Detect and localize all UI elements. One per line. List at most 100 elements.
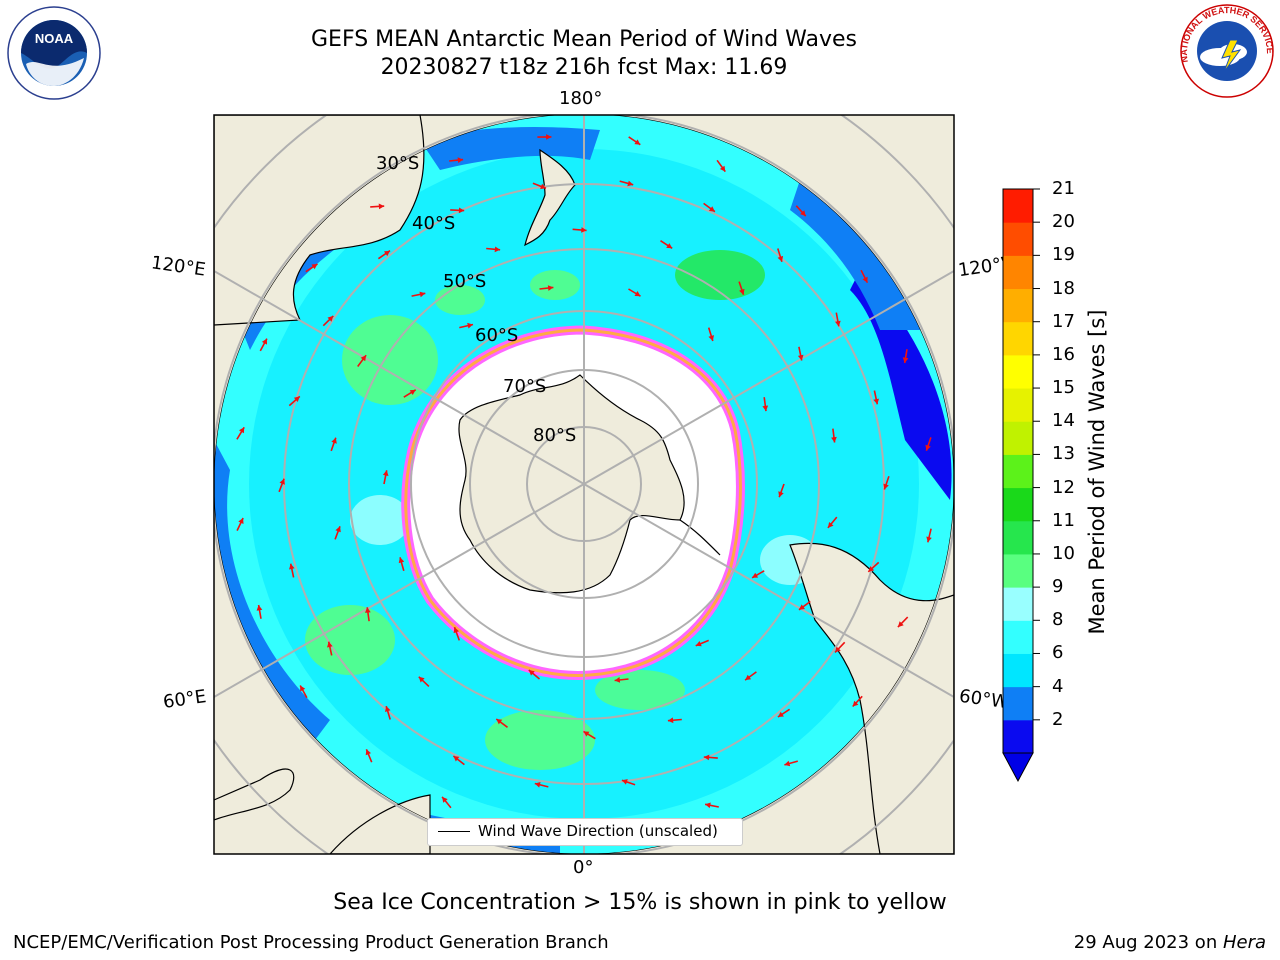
wind-wave-arrowhead — [547, 285, 554, 291]
wind-wave-arrowhead — [621, 779, 628, 785]
wave-period-patch — [530, 270, 580, 300]
chart-subtitle: 20230827 t18z 216h fcst Max: 11.69 — [380, 55, 788, 80]
colorbar-extend-arrow — [1002, 752, 1034, 783]
colorbar-tick-label: 9 — [1052, 576, 1064, 598]
colorbar-tick-label: 20 — [1052, 211, 1075, 233]
map-legend: Wind Wave Direction (unscaled) — [427, 818, 743, 846]
wind-wave-arrowhead — [778, 491, 784, 498]
wind-wave-arrowhead — [777, 255, 784, 262]
wind-wave-arrowhead — [540, 183, 546, 190]
colorbar-segment — [1003, 553, 1033, 588]
wind-wave-arrowhead — [534, 782, 541, 788]
wind-wave-arrowhead — [873, 398, 879, 405]
new-zealand-land — [524, 148, 576, 247]
wind-wave-arrowhead — [457, 157, 464, 163]
wind-wave-arrowhead — [705, 802, 711, 809]
wind-wave-arrowhead — [289, 563, 295, 570]
colorbar-tick-label: 15 — [1052, 377, 1075, 399]
lat-label: 60°S — [475, 325, 518, 346]
colorbar-tick-label: 14 — [1052, 410, 1075, 432]
colorbar-tick-label: 11 — [1052, 509, 1075, 531]
colorbar-tick-label: 4 — [1052, 675, 1064, 697]
wind-wave-arrowhead — [666, 243, 673, 249]
wind-wave-arrowhead — [385, 706, 391, 712]
wind-wave-arrowhead — [528, 670, 535, 676]
wave-period-patch — [350, 495, 410, 545]
wind-wave-arrowhead — [777, 711, 784, 717]
wind-wave-arrowhead — [581, 227, 587, 233]
wind-wave-arrowhead — [784, 760, 791, 767]
colorbar-segment — [1003, 686, 1033, 721]
colorbar-tick-label: 17 — [1052, 310, 1075, 332]
colorbar-segment — [1003, 321, 1033, 356]
colorbar-segment — [1003, 388, 1033, 422]
wind-wave-arrowhead — [378, 203, 385, 210]
wind-wave-arrowhead — [382, 470, 389, 476]
colorbar-tick-label: 8 — [1052, 609, 1064, 631]
wind-wave-arrowhead — [708, 335, 714, 341]
map-frame — [213, 114, 955, 855]
wind-wave-arrowhead — [835, 646, 841, 653]
wind-wave-arrowhead — [634, 291, 641, 297]
colorbar-tick-label: 6 — [1052, 642, 1064, 664]
footer-right: 29 Aug 2023 on Hera — [1074, 932, 1266, 953]
lon-label-180: 180° — [559, 88, 603, 109]
wind-wave-arrowhead — [883, 483, 889, 490]
colorbar-tick-label: 10 — [1052, 542, 1075, 564]
wind-wave-arrowhead — [897, 621, 904, 628]
wind-wave-arrowhead — [419, 291, 426, 298]
wind-wave-arrowhead — [293, 396, 300, 402]
wind-wave-arrowhead — [634, 139, 641, 145]
wind-wave-arrowhead — [365, 749, 371, 756]
wind-wave-arrowhead — [335, 526, 341, 533]
wave-period-patch — [675, 250, 765, 300]
colorbar-tick-label: 19 — [1052, 244, 1075, 266]
wind-wave-arrowhead — [238, 518, 244, 524]
wind-wave-arrowhead — [279, 478, 285, 485]
wind-wave-arrowhead — [827, 522, 834, 528]
wind-wave-arrowhead — [331, 437, 337, 444]
wind-wave-arrows — [236, 134, 932, 833]
africa-land — [214, 768, 295, 821]
colorbar-segment — [1003, 454, 1033, 489]
nws-logo: NATIONAL WEATHER SERVICE — [1179, 4, 1275, 98]
wind-wave-arrowhead — [703, 754, 710, 761]
wind-wave-arrowhead — [627, 180, 634, 187]
wind-wave-arrowhead — [546, 134, 552, 140]
colorbar — [1002, 188, 1040, 783]
colorbar-tick-label: 12 — [1052, 476, 1075, 498]
lat-label: 50°S — [443, 271, 486, 292]
wind-wave-arrowhead — [835, 320, 841, 327]
colorbar-tick-label: 18 — [1052, 277, 1075, 299]
lon-label-0: 0° — [573, 857, 594, 878]
australia-land — [214, 115, 425, 326]
colorbar-segment — [1003, 587, 1033, 621]
wind-wave-arrowhead — [496, 719, 503, 725]
wind-wave-arrowhead — [745, 674, 752, 681]
lat-label: 70°S — [503, 376, 546, 397]
wind-wave-arrowhead — [311, 264, 318, 270]
footer-left: NCEP/EMC/Verification Post Processing Pr… — [13, 932, 609, 953]
wind-wave-arrowhead — [831, 436, 837, 443]
colorbar-segment — [1003, 620, 1033, 654]
wind-wave-arrowhead — [695, 641, 702, 647]
legend-line — [438, 831, 470, 832]
lat-label: 40°S — [412, 213, 455, 234]
colorbar-tick-label: 16 — [1052, 343, 1075, 365]
wind-wave-arrowhead — [902, 357, 909, 363]
wind-wave-arrowhead — [799, 604, 805, 610]
footer-date: 29 Aug 2023 on — [1073, 932, 1223, 953]
wind-wave-arrowhead — [365, 607, 371, 613]
colorbar-segment — [1003, 189, 1033, 223]
wind-wave-arrowhead — [762, 405, 769, 412]
lat-label: 80°S — [533, 425, 576, 446]
lat-label: 30°S — [376, 153, 419, 174]
graticule — [214, 115, 954, 854]
wind-wave-arrowhead — [797, 354, 804, 361]
footer-host: Hera — [1222, 932, 1266, 953]
wind-wave-arrowhead — [409, 389, 416, 395]
wind-wave-arrowhead — [360, 355, 367, 362]
wind-wave-arrowhead — [261, 338, 267, 345]
wind-wave-arrowhead — [300, 685, 306, 692]
colorbar-segment — [1003, 255, 1033, 290]
